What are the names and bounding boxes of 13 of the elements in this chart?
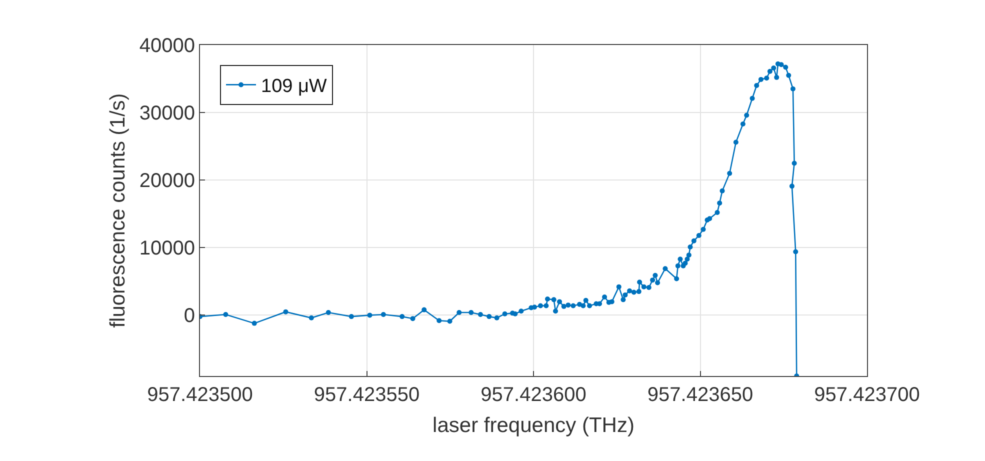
y-tick-label: 0: [184, 305, 195, 328]
x-tick-label: 957.423550: [314, 384, 420, 406]
y-axis-title: fluorescence counts (1/s): [106, 93, 130, 328]
y-tick-label: 40000: [139, 35, 195, 57]
y-tick-label: 20000: [139, 170, 195, 192]
legend-label: 109 μW: [261, 76, 327, 98]
x-tick-label: 957.423500: [147, 384, 253, 406]
y-tick-label: 10000: [139, 238, 195, 260]
x-tick-label: 957.423700: [814, 384, 920, 406]
x-tick-label: 957.423650: [647, 384, 754, 406]
x-tick-label: 957.423600: [480, 384, 586, 406]
y-tick-label: 30000: [139, 102, 195, 125]
x-axis-title: laser frequency (THz): [432, 414, 634, 438]
